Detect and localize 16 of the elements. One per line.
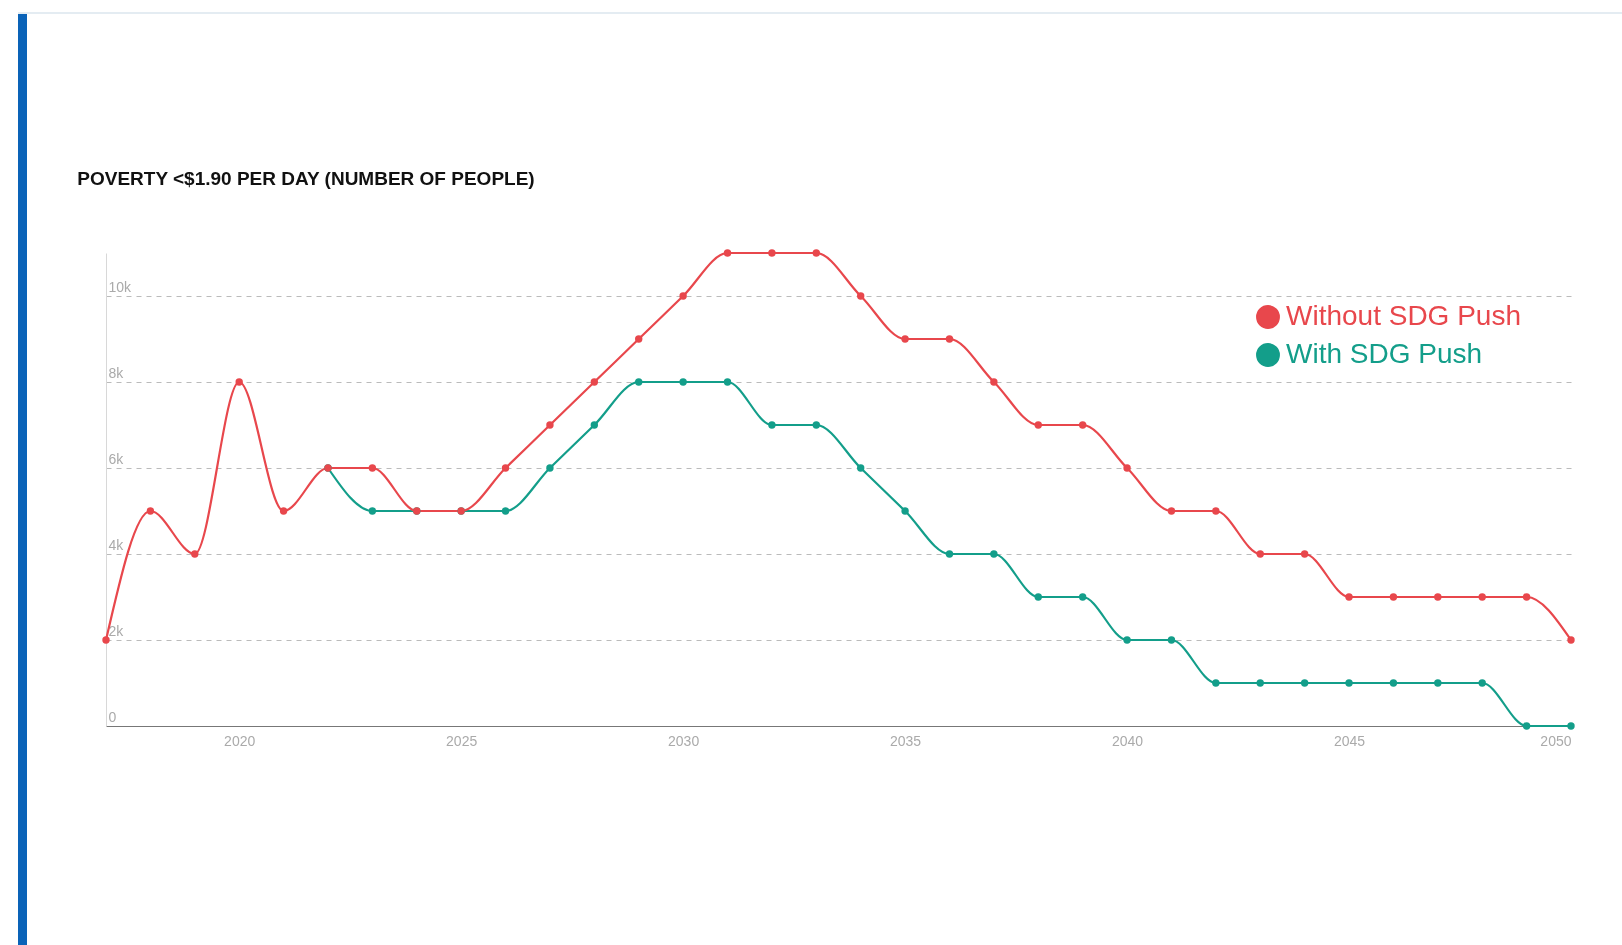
- x-tick-label: 2035: [890, 732, 922, 749]
- x-tick-label: 2025: [446, 732, 478, 749]
- x-tick-label: 2030: [668, 732, 700, 749]
- legend-label: With SDG Push: [1286, 338, 1483, 369]
- x-tick-label: 2040: [1111, 732, 1144, 749]
- y-tick-label: 2k: [108, 622, 125, 639]
- chart-title: POVERTY <$1.90 PER DAY (NUMBER OF PEOPLE): [77, 168, 535, 190]
- x-tick-label: 2020: [224, 732, 256, 749]
- y-tick-label: 4k: [108, 536, 125, 553]
- x-tick-label: 2045: [1333, 732, 1366, 749]
- legend-label: Without SDG Push: [1286, 300, 1521, 331]
- y-tick-label: 8k: [108, 364, 125, 381]
- y-tick-label: 0: [108, 708, 117, 725]
- y-tick-label: 10k: [108, 278, 133, 295]
- x-tick-label: 2050: [1540, 732, 1572, 749]
- y-tick-label: 6k: [108, 450, 125, 467]
